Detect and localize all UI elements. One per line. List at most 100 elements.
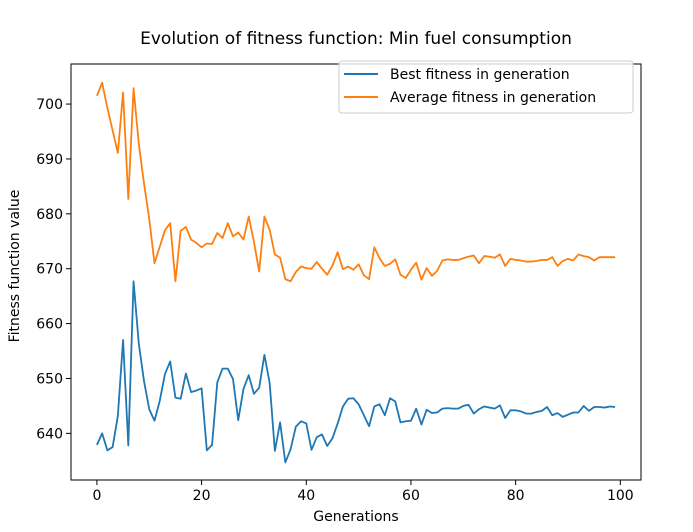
- data-point-average: [138, 142, 140, 144]
- data-point-best: [546, 406, 548, 408]
- data-point-best: [274, 450, 276, 452]
- series-line-best: [96, 280, 616, 464]
- data-point-best: [562, 416, 564, 418]
- data-point-best: [200, 387, 202, 389]
- data-point-average: [122, 91, 124, 93]
- x-tick-label: 0: [92, 488, 101, 504]
- data-point-average: [494, 257, 496, 259]
- data-point-best: [143, 380, 145, 382]
- x-tick-label: 60: [402, 488, 420, 504]
- data-point-best: [373, 405, 375, 407]
- data-point-average: [588, 256, 590, 258]
- data-point-average: [551, 256, 553, 258]
- data-point-average: [164, 229, 166, 231]
- data-point-average: [279, 257, 281, 259]
- data-point-average: [295, 271, 297, 273]
- data-point-best: [148, 408, 150, 410]
- data-point-best: [483, 405, 485, 407]
- data-point-average: [300, 265, 302, 267]
- data-point-average: [452, 259, 454, 261]
- data-point-average: [363, 274, 365, 276]
- data-point-best: [336, 422, 338, 424]
- data-point-average: [195, 242, 197, 244]
- data-point-average: [462, 257, 464, 259]
- data-point-best: [520, 410, 522, 412]
- data-point-average: [467, 255, 469, 257]
- data-point-best: [598, 406, 600, 408]
- data-point-average: [284, 278, 286, 280]
- data-point-best: [551, 414, 553, 416]
- data-point-average: [111, 129, 113, 131]
- data-point-average: [101, 81, 103, 83]
- data-point-best: [394, 400, 396, 402]
- data-point-average: [316, 261, 318, 263]
- data-point-best: [122, 339, 124, 341]
- data-point-best: [467, 404, 469, 406]
- data-point-best: [117, 415, 119, 417]
- data-point-best: [541, 410, 543, 412]
- data-point-best: [431, 412, 433, 414]
- data-point-average: [352, 269, 354, 271]
- data-point-best: [494, 407, 496, 409]
- data-point-best: [300, 420, 302, 422]
- data-point-average: [405, 277, 407, 279]
- y-tick-label: 670: [36, 262, 63, 278]
- data-point-best: [384, 414, 386, 416]
- chart-title: Evolution of fitness function: Min fuel …: [140, 29, 572, 49]
- data-point-average: [242, 238, 244, 240]
- data-point-average: [274, 253, 276, 255]
- data-point-average: [232, 235, 234, 237]
- data-point-average: [289, 280, 291, 282]
- y-tick-label: 640: [36, 426, 63, 442]
- data-point-average: [174, 280, 176, 282]
- data-point-best: [127, 444, 129, 446]
- data-point-best: [185, 372, 187, 374]
- data-point-best: [132, 280, 134, 282]
- data-point-average: [614, 256, 616, 258]
- data-point-average: [206, 242, 208, 244]
- data-point-best: [378, 403, 380, 405]
- data-point-best: [232, 378, 234, 380]
- data-point-average: [420, 278, 422, 280]
- y-tick-label: 680: [36, 207, 63, 223]
- series-line-average: [96, 81, 616, 283]
- data-point-average: [227, 222, 229, 224]
- data-point-average: [514, 259, 516, 261]
- data-point-average: [473, 254, 475, 256]
- data-point-best: [357, 403, 359, 405]
- data-point-best: [289, 448, 291, 450]
- data-point-average: [357, 263, 359, 265]
- data-point-best: [363, 414, 365, 416]
- data-point-average: [504, 265, 506, 267]
- data-point-average: [96, 95, 98, 97]
- data-point-average: [436, 270, 438, 272]
- data-point-average: [525, 260, 527, 262]
- legend-label-average: Average fitness in generation: [390, 90, 596, 106]
- data-point-best: [347, 398, 349, 400]
- data-point-best: [164, 373, 166, 375]
- x-tick-label: 80: [507, 488, 525, 504]
- data-point-average: [499, 253, 501, 255]
- y-tick-label: 700: [36, 97, 63, 113]
- plot-frame: [70, 63, 642, 481]
- data-point-best: [159, 400, 161, 402]
- legend-box: [338, 60, 634, 114]
- data-point-average: [562, 260, 564, 262]
- data-point-best: [509, 409, 511, 411]
- data-point-best: [174, 396, 176, 398]
- data-point-average: [263, 215, 265, 217]
- data-point-average: [148, 218, 150, 220]
- data-point-average: [117, 152, 119, 154]
- data-point-average: [153, 262, 155, 264]
- data-point-best: [410, 420, 412, 422]
- data-point-best: [101, 432, 103, 434]
- legend-label-best: Best fitness in generation: [390, 67, 570, 83]
- x-axis: 0 20 40 60 80 100: [92, 480, 634, 504]
- data-point-average: [582, 255, 584, 257]
- data-point-average: [179, 230, 181, 232]
- data-point-best: [556, 412, 558, 414]
- data-point-average: [483, 255, 485, 257]
- data-point-best: [342, 405, 344, 407]
- data-point-best: [452, 407, 454, 409]
- y-axis-label: Fitness function value: [7, 190, 23, 343]
